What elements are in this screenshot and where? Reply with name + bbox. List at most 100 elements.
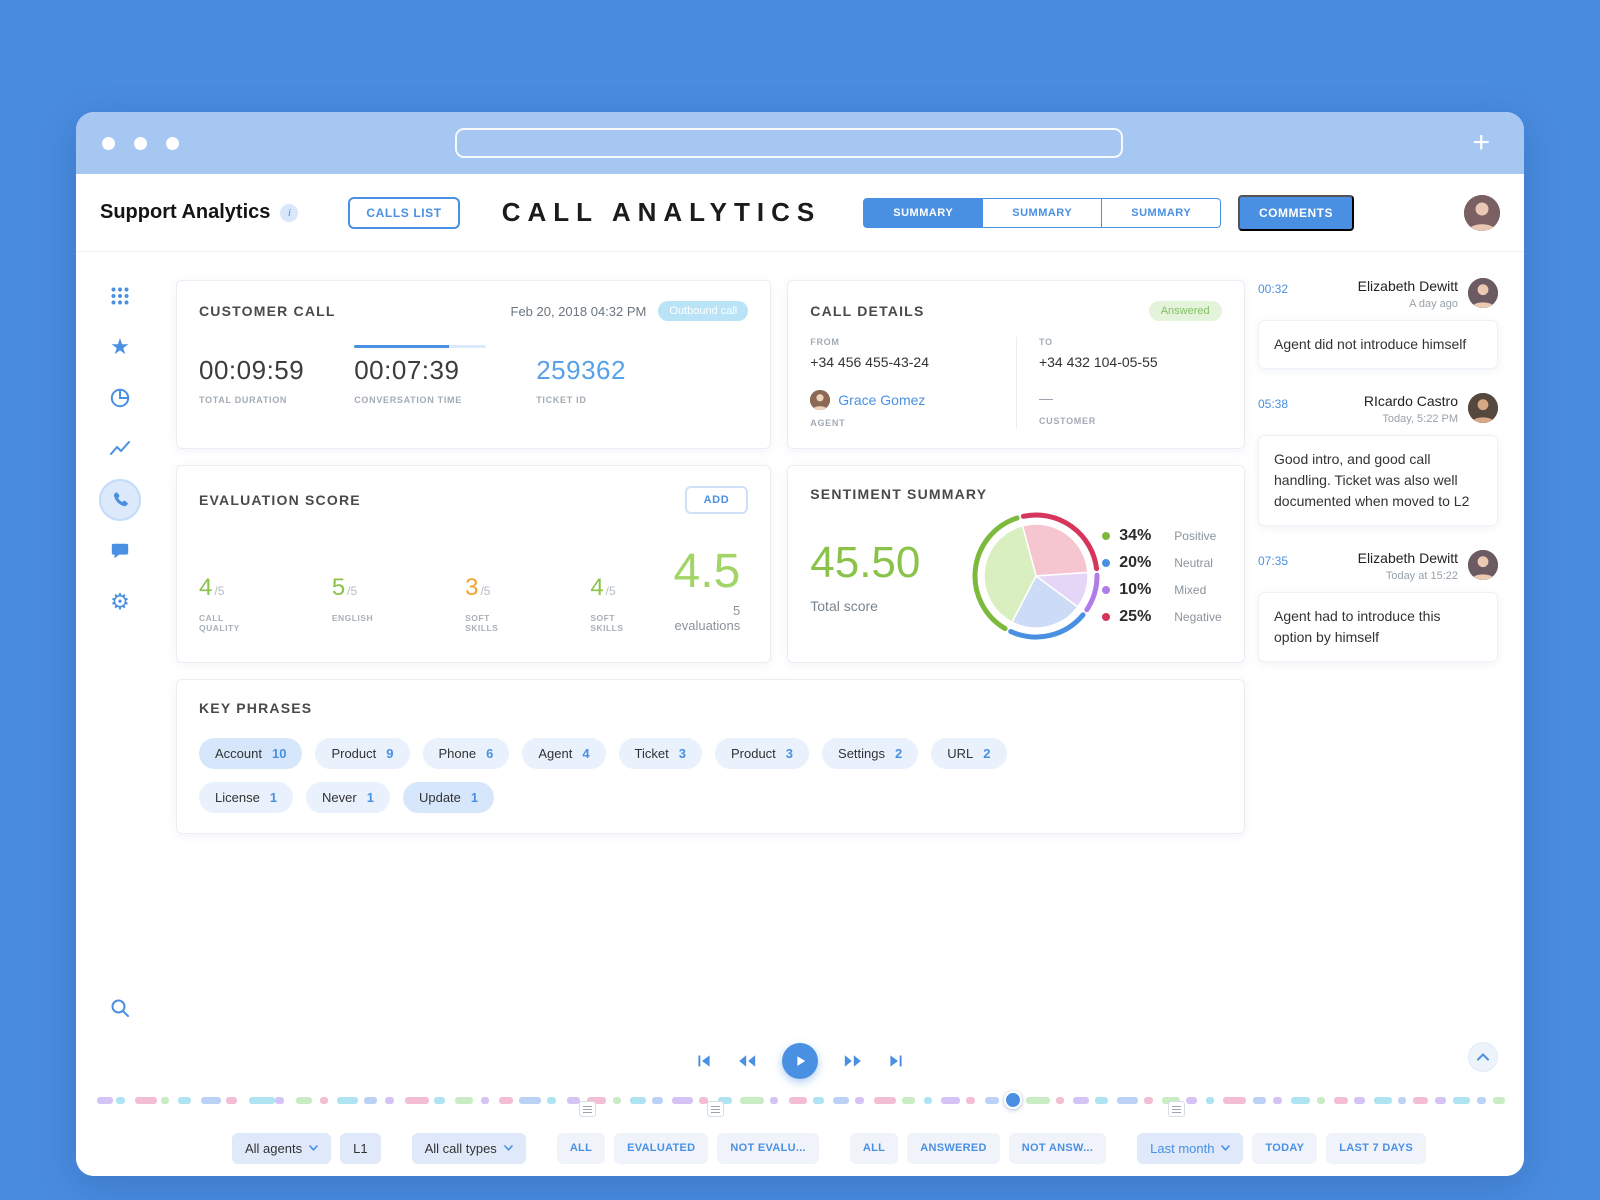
calls-list-button[interactable]: CALLS LIST <box>348 196 460 229</box>
skip-end-button[interactable] <box>888 1053 904 1069</box>
conversation-progress-track[interactable] <box>354 345 487 348</box>
agent-name-link[interactable]: Grace Gomez <box>838 392 926 408</box>
key-phrase-chip[interactable]: Product 3 <box>714 738 810 769</box>
sentiment-total-score: 45.50 <box>810 538 921 587</box>
timeline-segment <box>320 1097 329 1104</box>
new-tab-button[interactable]: + <box>1472 126 1490 159</box>
comments-panel: 00:32 Elizabeth Dewitt A day ago Agent d… <box>1256 252 1524 1038</box>
key-phrase-chip[interactable]: Phone 6 <box>422 738 510 769</box>
timeline-segment <box>812 1097 824 1104</box>
tab-summary-3[interactable]: SUMMARY <box>1101 197 1222 228</box>
play-button[interactable] <box>782 1043 818 1079</box>
url-bar[interactable] <box>455 128 1123 158</box>
evaluation-average: 4.5 <box>673 545 741 598</box>
timeline-segment <box>1373 1097 1392 1104</box>
key-phrase-chip[interactable]: Update 1 <box>402 782 495 813</box>
timeline-segment <box>480 1097 489 1104</box>
level-filter-button[interactable]: L1 <box>340 1132 381 1164</box>
filter-today[interactable]: TODAY <box>1252 1132 1318 1164</box>
legend-label: Mixed <box>1174 582 1207 597</box>
key-phrase-chip[interactable]: License 1 <box>199 782 294 813</box>
customer-call-card: CUSTOMER CALL Feb 20, 2018 04:32 PM Outb… <box>176 280 772 449</box>
sentiment-title: SENTIMENT SUMMARY <box>810 486 988 502</box>
tab-summary-2[interactable]: SUMMARY <box>982 197 1103 228</box>
forward-button[interactable] <box>844 1054 862 1068</box>
call-types-filter-dropdown[interactable]: All call types <box>411 1132 526 1164</box>
add-evaluation-button[interactable]: ADD <box>684 486 749 514</box>
key-phrase-chip[interactable]: Account 10 <box>199 738 303 769</box>
comment-author: Elizabeth Dewitt <box>1357 278 1458 294</box>
timeline-segment <box>454 1097 473 1104</box>
comments-button[interactable]: COMMENTS <box>1238 194 1354 231</box>
answered-badge: Answered <box>1148 301 1222 321</box>
chat-icon[interactable] <box>108 539 132 563</box>
sentiment-total-label: Total score <box>810 598 878 614</box>
filter-last-7-days[interactable]: LAST 7 DAYS <box>1326 1132 1427 1164</box>
timeline-segment <box>1223 1097 1247 1104</box>
legend-row-negative: 25% Negative <box>1102 608 1222 626</box>
tab-summary-1[interactable]: SUMMARY <box>863 197 984 228</box>
timeline-segment <box>1291 1097 1311 1104</box>
search-icon[interactable] <box>108 996 132 1020</box>
ticket-id-value[interactable]: 259362 <box>536 355 626 385</box>
comment-timestamp-link[interactable]: 00:32 <box>1258 282 1289 296</box>
key-phrase-count: 4 <box>582 746 590 761</box>
conversation-time-stat: 00:07:39 CONVERSATION TIME <box>354 345 487 405</box>
legend-percent: 20% <box>1119 553 1152 571</box>
key-phrase-chip[interactable]: Agent 4 <box>522 738 606 769</box>
legend-dot <box>1102 585 1111 594</box>
timeline-segment <box>295 1097 312 1104</box>
call-timeline[interactable] <box>90 1084 1510 1120</box>
timeline-segment <box>1252 1097 1266 1104</box>
period-filter-dropdown[interactable]: Last month <box>1137 1132 1244 1164</box>
filter-answered[interactable]: ANSWERED <box>907 1132 1000 1164</box>
comment-author: RIcardo Castro <box>1363 393 1458 409</box>
window-close-button[interactable] <box>102 136 115 150</box>
window-maximize-button[interactable] <box>166 136 179 150</box>
filter-all-answered[interactable]: ALL <box>849 1132 899 1164</box>
call-datetime: Feb 20, 2018 04:32 PM <box>510 303 647 319</box>
filter-all-evaluated[interactable]: ALL <box>556 1132 606 1164</box>
key-phrases-card: KEY PHRASES Account 10 Product 9 Phone 6 Agent… <box>176 679 1245 834</box>
sentiment-pie-chart <box>970 510 1102 642</box>
rewind-button[interactable] <box>738 1054 756 1068</box>
playback-progress-handle[interactable] <box>1003 1091 1022 1109</box>
apps-icon[interactable] <box>108 284 132 308</box>
phone-tab-active[interactable] <box>99 479 141 521</box>
pie-chart-icon[interactable] <box>108 386 132 410</box>
agent-label: AGENT <box>810 418 846 428</box>
total-duration-stat: 00:09:59 TOTAL DURATION <box>199 355 304 405</box>
filter-evaluated[interactable]: EVALUATED <box>614 1132 709 1164</box>
timeline-segment <box>518 1097 541 1104</box>
evaluation-score-card: EVALUATION SCORE ADD 4/5 CALL QUALITY 5/… <box>176 465 772 663</box>
timeline-segment <box>587 1097 606 1104</box>
timeline-marker[interactable] <box>579 1101 596 1117</box>
key-phrase-label: Agent <box>538 746 573 761</box>
star-icon[interactable]: ★ <box>110 334 130 359</box>
evaluation-count: 5 evaluations <box>674 603 741 633</box>
comment-timestamp-link[interactable]: 05:38 <box>1258 397 1289 411</box>
timeline-segment <box>547 1097 557 1104</box>
timeline-marker[interactable] <box>1168 1101 1186 1117</box>
agents-filter-dropdown[interactable]: All agents <box>232 1132 332 1164</box>
filter-not-answered[interactable]: NOT ANSW... <box>1008 1132 1107 1164</box>
key-phrase-chip[interactable]: URL 2 <box>931 738 1007 769</box>
timeline-marker[interactable] <box>706 1101 724 1117</box>
trend-icon[interactable] <box>108 437 132 461</box>
window-minimize-button[interactable] <box>134 136 147 150</box>
settings-icon[interactable]: ⚙ <box>110 589 130 614</box>
comment-timestamp-link[interactable]: 07:35 <box>1258 554 1289 568</box>
key-phrase-chip[interactable]: Product 9 <box>315 738 410 769</box>
user-avatar[interactable] <box>1464 194 1500 231</box>
key-phrase-label: Never <box>322 790 357 805</box>
comment-avatar <box>1468 550 1498 580</box>
collapse-panel-button[interactable] <box>1468 1042 1498 1072</box>
filter-not-evaluated[interactable]: NOT EVALU... <box>717 1132 819 1164</box>
key-phrase-chip[interactable]: Never 1 <box>306 782 390 813</box>
info-icon[interactable]: i <box>280 203 299 222</box>
legend-dot <box>1102 612 1111 621</box>
key-phrase-chip[interactable]: Ticket 3 <box>618 738 702 769</box>
skip-start-button[interactable] <box>696 1053 712 1069</box>
key-phrase-label: Ticket <box>634 746 669 761</box>
key-phrase-chip[interactable]: Settings 2 <box>822 738 919 769</box>
